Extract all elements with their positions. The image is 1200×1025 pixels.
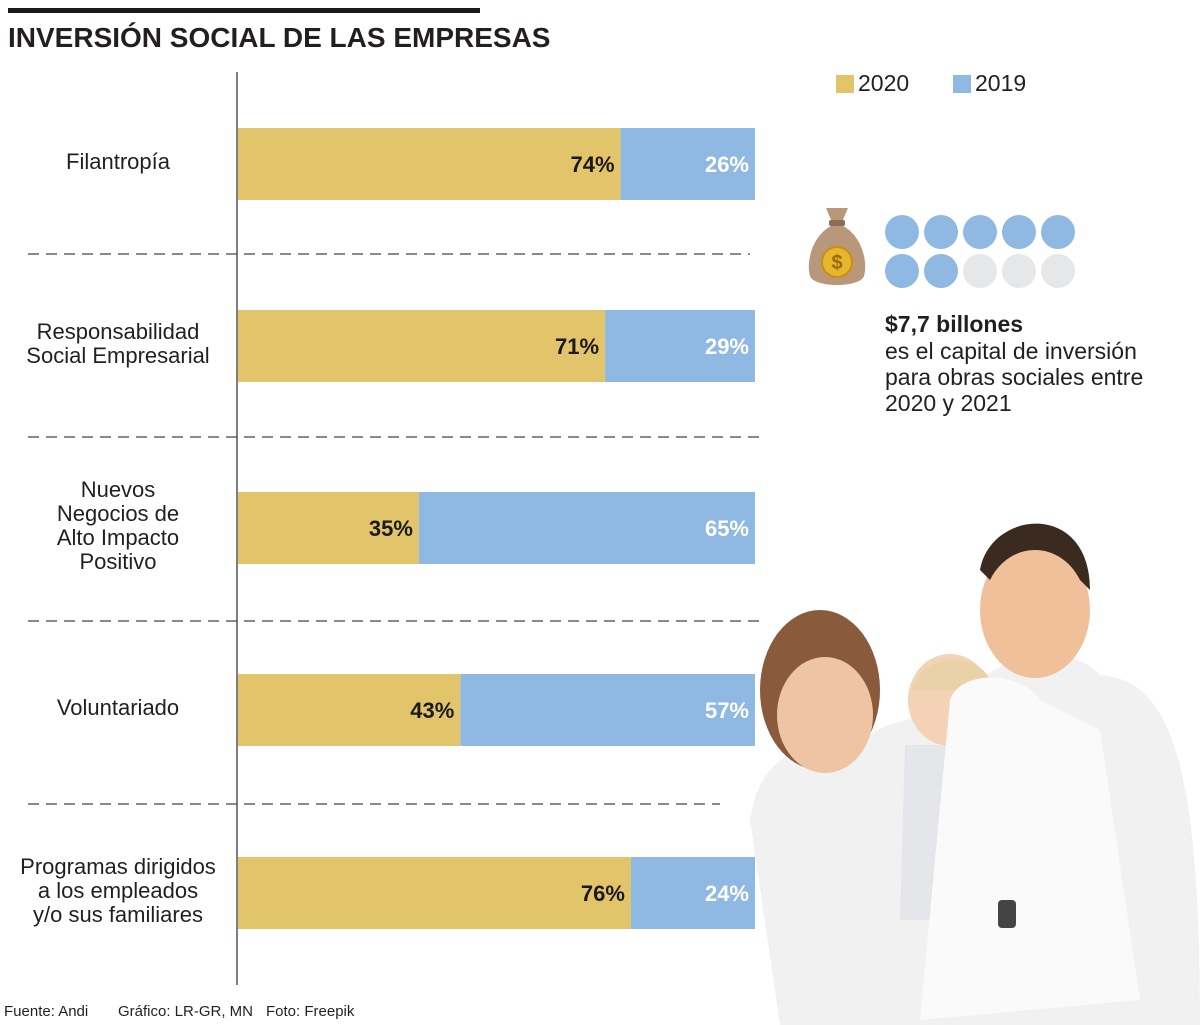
data-label-2020-2: 35% bbox=[369, 516, 413, 541]
bar-2020-0 bbox=[238, 128, 621, 200]
coin-filled bbox=[885, 254, 919, 288]
coin-filled bbox=[1002, 215, 1036, 249]
bar-2020-3 bbox=[238, 674, 461, 746]
coin-filled bbox=[963, 215, 997, 249]
legend-label-2019: 2019 bbox=[975, 70, 1027, 96]
category-label: Nuevos Negocios de Alto Impacto Positivo bbox=[56, 477, 180, 574]
bar-2020-1 bbox=[238, 310, 606, 382]
legend-item-2020: 2020 bbox=[836, 70, 909, 97]
legend-swatch-2020 bbox=[836, 74, 854, 93]
bar-2019-2 bbox=[418, 492, 755, 564]
data-label-2019-0: 26% bbox=[705, 152, 749, 177]
investment-description: es el capital de inversión para obras so… bbox=[885, 338, 1144, 416]
data-label-2019-4: 24% bbox=[705, 881, 749, 906]
graphic-credit: Gráfico: LR-GR, MN bbox=[118, 1003, 254, 1020]
bar-2019-4 bbox=[630, 857, 755, 929]
family-photo bbox=[750, 523, 1200, 1025]
money-bag-icon: $ bbox=[808, 208, 866, 285]
data-label-2020-0: 74% bbox=[571, 152, 615, 177]
category-label: Responsabilidad Social Empresarial bbox=[26, 319, 210, 368]
category-label: Filantropía bbox=[66, 149, 170, 174]
coin-empty bbox=[963, 254, 997, 288]
bar-2020-2 bbox=[238, 492, 419, 564]
coin-filled bbox=[1041, 215, 1075, 249]
coin-empty bbox=[1002, 254, 1036, 288]
data-label-2019-2: 65% bbox=[705, 516, 749, 541]
title-rule bbox=[8, 8, 480, 13]
legend-label-2020: 2020 bbox=[858, 70, 910, 96]
bar-2019-3 bbox=[460, 674, 755, 746]
legend-swatch-2019 bbox=[953, 74, 971, 93]
photo-credit: Foto: Freepik bbox=[266, 1003, 355, 1020]
data-label-2020-1: 71% bbox=[555, 334, 599, 359]
coin-filled bbox=[885, 215, 919, 249]
category-label: Voluntariado bbox=[56, 695, 180, 720]
svg-text:$: $ bbox=[831, 252, 842, 274]
bar-2019-1 bbox=[605, 310, 755, 382]
data-label-2020-3: 43% bbox=[410, 698, 454, 723]
data-label-2020-4: 76% bbox=[581, 881, 625, 906]
data-label-2019-3: 57% bbox=[705, 698, 749, 723]
legend-item-2019: 2019 bbox=[953, 70, 1026, 97]
source-credit: Fuente: Andi bbox=[4, 1003, 89, 1020]
bar-2019-0 bbox=[620, 128, 755, 200]
investment-amount: $7,7 billones bbox=[885, 311, 1024, 337]
coin-filled bbox=[924, 254, 958, 288]
chart-title: INVERSIÓN SOCIAL DE LAS EMPRESAS bbox=[8, 22, 551, 53]
bar-2020-4 bbox=[238, 857, 631, 929]
coin-empty bbox=[1041, 254, 1075, 288]
category-label: Programas dirigidos a los empleados y/o … bbox=[20, 854, 216, 927]
coin-indicator bbox=[885, 215, 1075, 288]
coin-filled bbox=[924, 215, 958, 249]
data-label-2019-1: 29% bbox=[705, 334, 749, 359]
